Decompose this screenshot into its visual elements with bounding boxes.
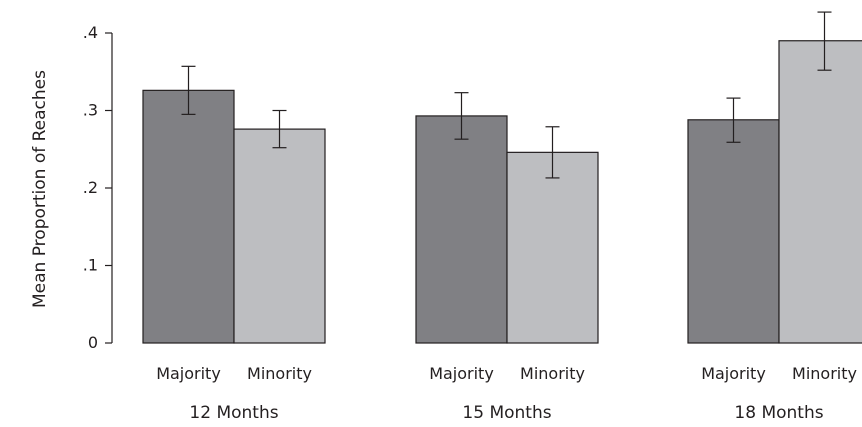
y-tick-label: .3 bbox=[83, 101, 98, 120]
category-label: Majority bbox=[701, 364, 766, 383]
y-tick-label: 0 bbox=[88, 333, 98, 352]
y-axis-title: Mean Proportion of Reaches bbox=[30, 70, 50, 308]
y-tick-label: .1 bbox=[83, 256, 98, 275]
bar bbox=[142, 89, 235, 344]
bar-group: Majority Minority 15 Months bbox=[415, 92, 599, 423]
bar-group: Majority Minority 18 Months bbox=[687, 11, 862, 423]
category-label: Minority bbox=[247, 364, 312, 383]
bar-groups: Majority Minority 12 Months Majority Minorit… bbox=[142, 11, 862, 423]
bar bbox=[233, 128, 326, 344]
y-axis: 0 .1 .2 .3 .4 bbox=[83, 23, 113, 352]
group-label: 18 Months bbox=[734, 403, 823, 423]
y-tick-label: .4 bbox=[83, 23, 98, 42]
y-tick-label: .2 bbox=[83, 178, 98, 197]
bar bbox=[415, 115, 508, 344]
bar bbox=[687, 119, 780, 344]
bar bbox=[778, 40, 862, 344]
category-label: Majority bbox=[429, 364, 494, 383]
bar-group: Majority Minority 12 Months bbox=[142, 65, 326, 423]
category-label: Minority bbox=[792, 364, 857, 383]
category-label: Minority bbox=[520, 364, 585, 383]
group-label: 15 Months bbox=[462, 403, 551, 423]
category-label: Majority bbox=[156, 364, 221, 383]
group-label: 12 Months bbox=[189, 403, 278, 423]
bar bbox=[506, 151, 599, 344]
